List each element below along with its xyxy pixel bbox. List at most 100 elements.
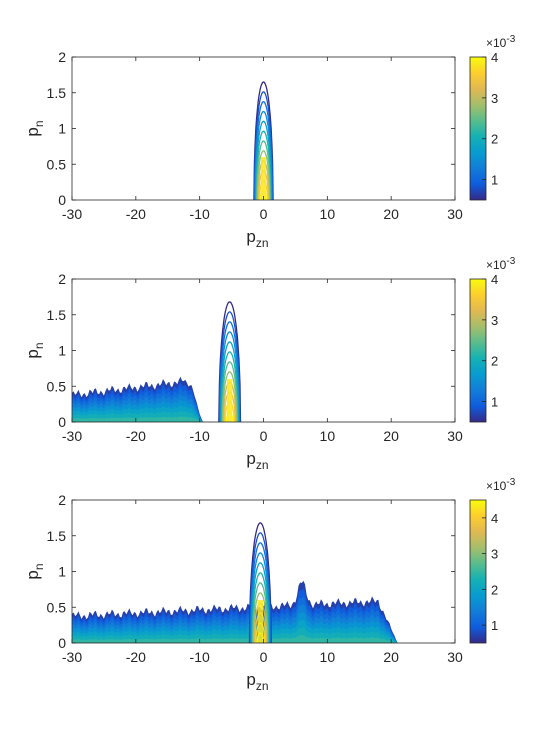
y-tick-label: 1.5 — [47, 528, 67, 544]
y-axis-label-sub: n — [32, 563, 46, 570]
colorbar-gradient — [469, 499, 487, 644]
colorbar-exponent-base: ×10 — [486, 479, 507, 493]
colorbar-exponent-power: -3 — [506, 256, 515, 267]
colorbar-tick-label: 2 — [491, 582, 498, 597]
lobe-contour-3 — [254, 101, 273, 200]
lobe-core — [257, 600, 264, 643]
lobe-contour-8 — [256, 150, 271, 200]
lobe-contour-2 — [253, 91, 274, 200]
lobe-contour-8 — [252, 592, 268, 643]
colorbar-tick-label: 1 — [491, 618, 498, 633]
y-axis-label-main: p — [23, 570, 42, 579]
x-axis-label: pzn — [246, 670, 268, 693]
x-tick-label: 20 — [383, 428, 399, 444]
x-tick-label: -10 — [190, 649, 210, 665]
colorbar-tick-label: 3 — [491, 313, 498, 328]
lobe-contour-2 — [249, 532, 272, 643]
colorbar-tick-label: 3 — [491, 547, 498, 562]
y-tick-label: 0 — [58, 635, 66, 651]
x-tick-label: 10 — [320, 206, 336, 222]
x-tick-label: -30 — [62, 649, 82, 665]
y-axis-label: pn — [23, 563, 46, 579]
colorbar-gradient — [469, 278, 487, 423]
x-tick-label: -30 — [62, 428, 82, 444]
lobe-contour-4 — [219, 331, 240, 422]
plot-area — [72, 522, 398, 643]
y-tick-label: 0.5 — [47, 156, 67, 172]
colorbar-exponent: ×10-3 — [486, 34, 516, 50]
y-tick-label: 0 — [58, 414, 66, 430]
y-tick-label: 2 — [58, 271, 66, 287]
lobe-contour-5 — [220, 341, 240, 422]
plot-area — [253, 81, 274, 200]
lobe-contour-6 — [255, 130, 272, 200]
lobe-contour-5 — [250, 562, 270, 643]
lobe-contour-5 — [255, 120, 272, 200]
x-axis-label-sub: zn — [256, 236, 269, 250]
x-axis-label-sub: zn — [256, 458, 269, 472]
colorbar-exponent-base: ×10 — [486, 258, 507, 272]
x-axis-label: pzn — [246, 227, 268, 250]
x-tick-label: 20 — [383, 649, 399, 665]
y-axis-label-main: p — [23, 349, 42, 358]
colorbar: 1 2 3 4 ×10-3 — [469, 477, 516, 644]
x-tick-label: -10 — [190, 428, 210, 444]
lobe-contour-7 — [221, 361, 238, 422]
fringe-band-8 — [72, 416, 203, 422]
colorbar-tick-label: 4 — [491, 511, 498, 526]
lobe-core — [261, 157, 266, 200]
y-tick-label: 1.5 — [47, 85, 67, 101]
x-tick-label: 0 — [260, 428, 268, 444]
y-axis-label: pn — [23, 342, 46, 358]
colorbar-tick-label: 4 — [491, 50, 498, 65]
y-tick-label: 1 — [58, 564, 66, 580]
fringe-band-8 — [72, 635, 398, 643]
lobe-contour-8 — [222, 371, 238, 422]
y-tick-label: 0 — [58, 192, 66, 208]
x-tick-label: -10 — [190, 206, 210, 222]
x-tick-label: 0 — [260, 649, 268, 665]
colorbar-tick-label: 3 — [491, 91, 498, 106]
lobe-contour-2 — [218, 311, 241, 422]
lobe-contour-4 — [250, 552, 271, 643]
x-axis-label: pzn — [246, 449, 268, 472]
colorbar-tick-label: 1 — [491, 173, 498, 188]
x-axis-label-main: p — [246, 227, 255, 246]
x-axis-label-main: p — [246, 449, 255, 468]
y-axis-label: pn — [23, 120, 46, 136]
colorbar-tick-label: 2 — [491, 132, 498, 147]
x-tick-label: 10 — [320, 428, 336, 444]
lobe-contour-6 — [251, 572, 270, 643]
x-tick-label: -20 — [126, 428, 146, 444]
colorbar: 1 2 3 4×10-3 — [469, 256, 516, 423]
lobe-contour-1 — [218, 301, 242, 422]
y-tick-label: 1 — [58, 121, 66, 137]
y-tick-label: 1 — [58, 343, 66, 359]
colorbar-exponent: ×10-3 — [486, 477, 516, 493]
x-tick-label: -30 — [62, 206, 82, 222]
colorbar-tick-label: 1 — [491, 395, 498, 410]
x-tick-label: 20 — [383, 206, 399, 222]
lobe-contour-1 — [248, 522, 272, 643]
x-tick-label: 10 — [320, 649, 336, 665]
colorbar-tick-label: 2 — [491, 354, 498, 369]
lobe-contour-3 — [219, 321, 241, 422]
y-tick-label: 0.5 — [47, 378, 67, 394]
x-tick-label: 30 — [447, 206, 463, 222]
colorbar-tick-label: 4 — [491, 272, 498, 287]
y-axis-label-main: p — [23, 127, 42, 136]
x-tick-label: 30 — [447, 649, 463, 665]
y-tick-label: 0.5 — [47, 599, 67, 615]
lobe-contour-1 — [253, 81, 274, 200]
colorbar-exponent: ×10-3 — [486, 256, 516, 272]
colorbar-exponent-base: ×10 — [486, 36, 507, 50]
y-tick-label: 1.5 — [47, 307, 67, 323]
x-tick-label: 0 — [260, 206, 268, 222]
y-axis-label-sub: n — [32, 120, 46, 127]
lobe-contour-7 — [251, 582, 269, 643]
x-axis-label-main: p — [246, 670, 255, 689]
lobe-contour-6 — [220, 351, 239, 422]
